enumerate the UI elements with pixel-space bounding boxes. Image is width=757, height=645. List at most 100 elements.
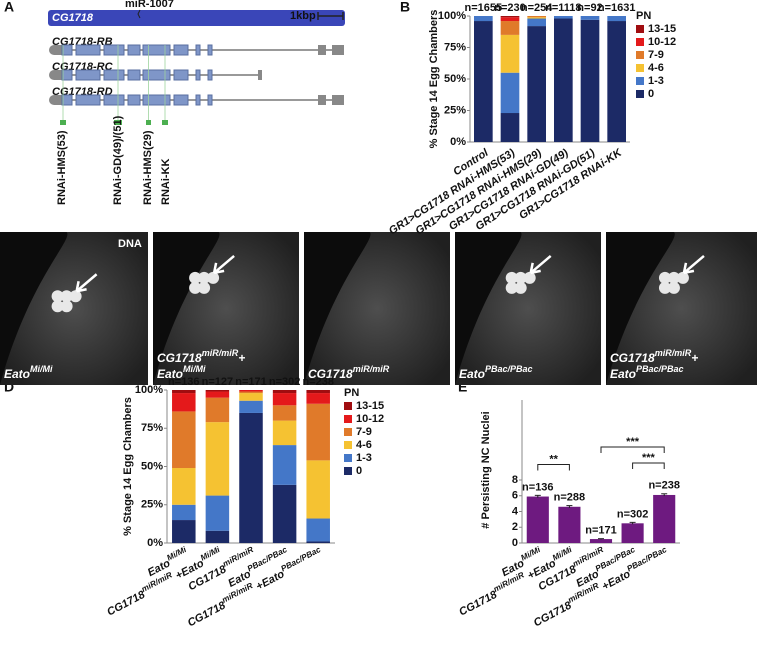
- tissue: [304, 232, 450, 385]
- genotype-label-part: miR/miR: [353, 364, 390, 374]
- nucleus: [658, 271, 671, 284]
- bar-segment: [172, 468, 196, 505]
- exon: [207, 94, 213, 106]
- n-label: n=92: [577, 2, 602, 14]
- exon: [207, 44, 213, 56]
- y-tick-label: 0%: [147, 537, 163, 549]
- n-label: n=302: [269, 376, 301, 388]
- significance-bracket: [632, 462, 665, 469]
- nucleus: [676, 271, 689, 284]
- genotype-label: EatoPBac/PBac: [610, 364, 684, 381]
- n-label: n=136: [522, 481, 554, 493]
- legend-label: 10-12: [356, 413, 384, 425]
- n-label: n=288: [554, 492, 586, 504]
- bar-segment: [554, 16, 573, 19]
- n-label: n=254: [521, 2, 553, 14]
- bar-segment: [205, 495, 230, 531]
- n-label: n=136: [168, 376, 200, 388]
- n-label: n=1118: [545, 2, 581, 14]
- bar-segment: [580, 19, 600, 143]
- genotype-label-part: Mi/Mi: [183, 364, 206, 374]
- legend-label: 0: [648, 88, 654, 100]
- arrow: [529, 254, 552, 275]
- bar-segment: [500, 72, 520, 114]
- rnai-label: RNAi-HMS(53): [56, 130, 68, 205]
- bar-segment: [474, 16, 493, 22]
- bar-segment: [172, 411, 196, 469]
- genotype-label-part: CG1718: [308, 367, 353, 381]
- legend-swatch: [636, 38, 644, 46]
- bar-segment: [474, 21, 493, 142]
- exon: [142, 69, 171, 81]
- panel-label: B: [400, 0, 410, 15]
- y-tick-label: 25%: [444, 104, 466, 116]
- exon: [207, 69, 213, 81]
- bar-segment: [205, 530, 230, 543]
- genotype-label-part: Eato: [4, 367, 30, 381]
- utr: [49, 70, 62, 80]
- genotype-label: CG1718miR/miR+: [610, 348, 698, 365]
- x-tick-label-part: CG1718: [186, 599, 229, 629]
- nucleus: [505, 281, 518, 294]
- scale-label: 1kbp: [290, 10, 316, 22]
- probe: [146, 120, 151, 125]
- exon: [195, 94, 201, 106]
- nucleus: [189, 271, 202, 284]
- bar-segment: [239, 390, 263, 392]
- genotype-label-part: miR/miR: [655, 348, 692, 358]
- nucleus: [667, 281, 680, 294]
- exon: [332, 45, 344, 55]
- bar-segment: [500, 21, 520, 35]
- bar-segment: [205, 390, 230, 392]
- bar: [653, 494, 676, 543]
- nucleus: [514, 271, 527, 284]
- legend-swatch: [344, 428, 352, 436]
- exon: [103, 69, 125, 81]
- x-tick-label-part: +Eato: [251, 568, 286, 594]
- bar-segment: [205, 397, 230, 423]
- exon: [103, 94, 125, 106]
- legend-label: 4-6: [356, 439, 372, 451]
- nucleus: [60, 300, 73, 313]
- bar-segment: [554, 18, 573, 142]
- y-tick-label: 6: [512, 490, 518, 502]
- nucleus: [60, 290, 73, 303]
- y-axis-label: % Stage 14 Egg Chambers: [428, 10, 440, 149]
- exon: [173, 44, 189, 56]
- significance-label: ***: [642, 452, 656, 464]
- exon: [195, 44, 201, 56]
- bar-segment: [527, 18, 546, 27]
- legend-swatch: [344, 441, 352, 449]
- gene-diagram: CG1718 miR-1007 1kbp: [48, 0, 345, 26]
- genotype-label-part: Eato: [610, 367, 636, 381]
- x-tick-label-part: Mi/Mi: [551, 544, 574, 562]
- x-tick-label-part: Mi/Mi: [165, 544, 188, 562]
- nucleus: [505, 271, 518, 284]
- bar-segment: [306, 460, 330, 519]
- bar-segment: [306, 403, 330, 461]
- bar-segment: [500, 17, 520, 22]
- bar: [621, 523, 644, 543]
- legend-swatch: [344, 454, 352, 462]
- genotype-label: EatoMi/Mi: [157, 364, 206, 381]
- y-tick-label: 50%: [444, 73, 466, 85]
- legend-swatch: [344, 415, 352, 423]
- genotype-label-part: +: [238, 351, 245, 365]
- bar-segment: [172, 504, 196, 521]
- mirna-mark: [137, 9, 141, 19]
- exon: [103, 44, 125, 56]
- y-tick-label: 75%: [141, 422, 163, 434]
- legend-swatch: [636, 90, 644, 98]
- exon: [173, 69, 189, 81]
- bar-segment: [172, 393, 196, 412]
- genotype-label-part: Eato: [459, 367, 485, 381]
- y-tick-label: 50%: [141, 460, 163, 472]
- mirna-label: miR-1007: [125, 0, 174, 10]
- n-label: n=1631: [598, 2, 636, 14]
- gene-name: CG1718: [52, 12, 94, 24]
- bar-segment: [172, 520, 196, 543]
- n-label: n=238: [648, 480, 680, 492]
- bar-segment: [527, 17, 546, 19]
- genotype-label: CG1718miR/miR: [308, 364, 390, 381]
- nucleus: [69, 290, 82, 303]
